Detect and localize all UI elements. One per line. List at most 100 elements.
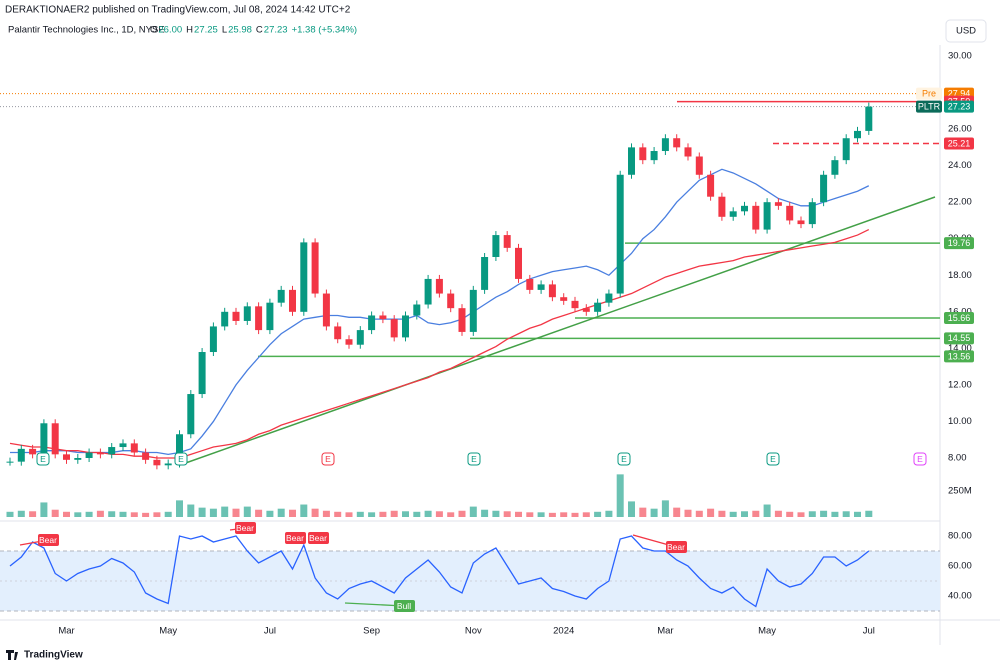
price-tag-name	[916, 87, 942, 100]
candle	[605, 293, 613, 303]
price-tag	[944, 332, 974, 345]
candle	[842, 138, 850, 161]
signal-label: Bull	[397, 601, 411, 611]
volume-bar	[243, 506, 251, 517]
signal-label: Bear	[236, 523, 254, 533]
candle	[695, 156, 703, 175]
candle	[85, 452, 93, 458]
rsi-tick-label: 60.00	[948, 561, 972, 572]
currency-button[interactable]	[945, 19, 987, 43]
price-tag	[944, 312, 974, 325]
volume-bar	[176, 500, 183, 517]
candle	[628, 147, 635, 175]
candle	[763, 202, 771, 230]
volume-bar	[752, 510, 760, 517]
volume-bar	[594, 511, 602, 517]
price-tag	[944, 137, 974, 150]
candle	[130, 443, 138, 453]
y-tick-label: 18.00	[948, 270, 972, 281]
signal-box	[235, 522, 256, 534]
volume-bar	[29, 511, 37, 517]
candle	[718, 196, 726, 217]
price-tag-name-text: PLTR	[918, 101, 941, 111]
y-tick-label: 14.00	[948, 343, 972, 354]
x-tick-label: Nov	[465, 626, 482, 637]
volume-bar	[447, 512, 455, 517]
volume-bar	[390, 510, 398, 517]
currency[interactable]: USD	[956, 26, 976, 37]
volume-bar	[322, 510, 330, 517]
volume-bar	[345, 512, 353, 517]
price-tag-value: 15.66	[948, 313, 971, 323]
candle	[741, 205, 748, 212]
signal-label: Bear	[667, 542, 685, 552]
candle	[402, 315, 409, 338]
candle	[661, 138, 669, 152]
volume-bar	[684, 509, 692, 517]
candle	[6, 461, 14, 463]
candle	[503, 235, 511, 248]
candle	[537, 284, 545, 290]
x-tick-label: Sep	[363, 626, 380, 637]
x-tick-label: Mar	[657, 626, 673, 637]
volume-bar	[311, 508, 319, 517]
candle	[96, 452, 104, 455]
volume-bar	[797, 512, 805, 517]
candle	[142, 452, 150, 460]
candle	[209, 326, 217, 353]
price-tag-value: 19.76	[948, 238, 971, 248]
volume-bar	[334, 511, 342, 517]
volume-bar	[729, 511, 737, 517]
candle	[594, 302, 602, 312]
volume-bar	[481, 509, 489, 517]
volume-bar	[6, 511, 14, 517]
brand-logo[interactable]	[6, 650, 18, 660]
earnings-label: E	[325, 454, 331, 464]
volume-bar	[130, 512, 138, 517]
candle	[729, 211, 737, 217]
signal-box	[666, 541, 687, 553]
candle	[40, 423, 48, 455]
volume-bar	[142, 512, 150, 517]
price-tag	[944, 100, 974, 113]
candle	[379, 315, 387, 320]
volume-bar	[808, 511, 816, 517]
candle	[51, 423, 59, 455]
candle	[390, 319, 398, 338]
volume-bar	[548, 512, 556, 517]
volume-bar	[537, 512, 545, 517]
candle	[176, 434, 183, 464]
volume-bar	[628, 501, 635, 517]
x-tick-label: May	[758, 626, 776, 637]
volume-bar	[763, 504, 771, 517]
candle	[447, 293, 455, 309]
candle	[63, 454, 70, 460]
y-tick-label: 22.00	[948, 197, 972, 208]
volume-bar	[435, 511, 443, 517]
candle	[187, 394, 195, 435]
candle	[266, 302, 274, 331]
moving-average	[10, 168, 870, 456]
volume-bar	[277, 508, 285, 517]
candle	[458, 308, 466, 332]
symbol: Palantir Technologies Inc., 1D, NYSE	[8, 25, 165, 36]
candle	[424, 278, 432, 305]
signal-box	[394, 600, 415, 612]
volume-bar	[774, 510, 782, 517]
volume-bar	[707, 508, 715, 517]
earnings-icon	[617, 452, 631, 466]
candle	[820, 174, 828, 203]
ohlc-value: 25.98	[228, 25, 252, 36]
price-tag-value: 27.23	[948, 101, 971, 111]
candle	[368, 315, 376, 331]
candle	[707, 174, 715, 197]
volume-bar	[232, 508, 240, 517]
y-tick-label: 8.00	[948, 453, 967, 464]
rsi-tick-label: 40.00	[948, 591, 972, 602]
earnings-label: E	[621, 454, 627, 464]
volume-bar	[741, 511, 748, 517]
candle	[74, 458, 82, 460]
volume-bar	[209, 508, 217, 517]
brand[interactable]: TradingView	[24, 650, 83, 661]
volume-bar	[718, 510, 726, 517]
